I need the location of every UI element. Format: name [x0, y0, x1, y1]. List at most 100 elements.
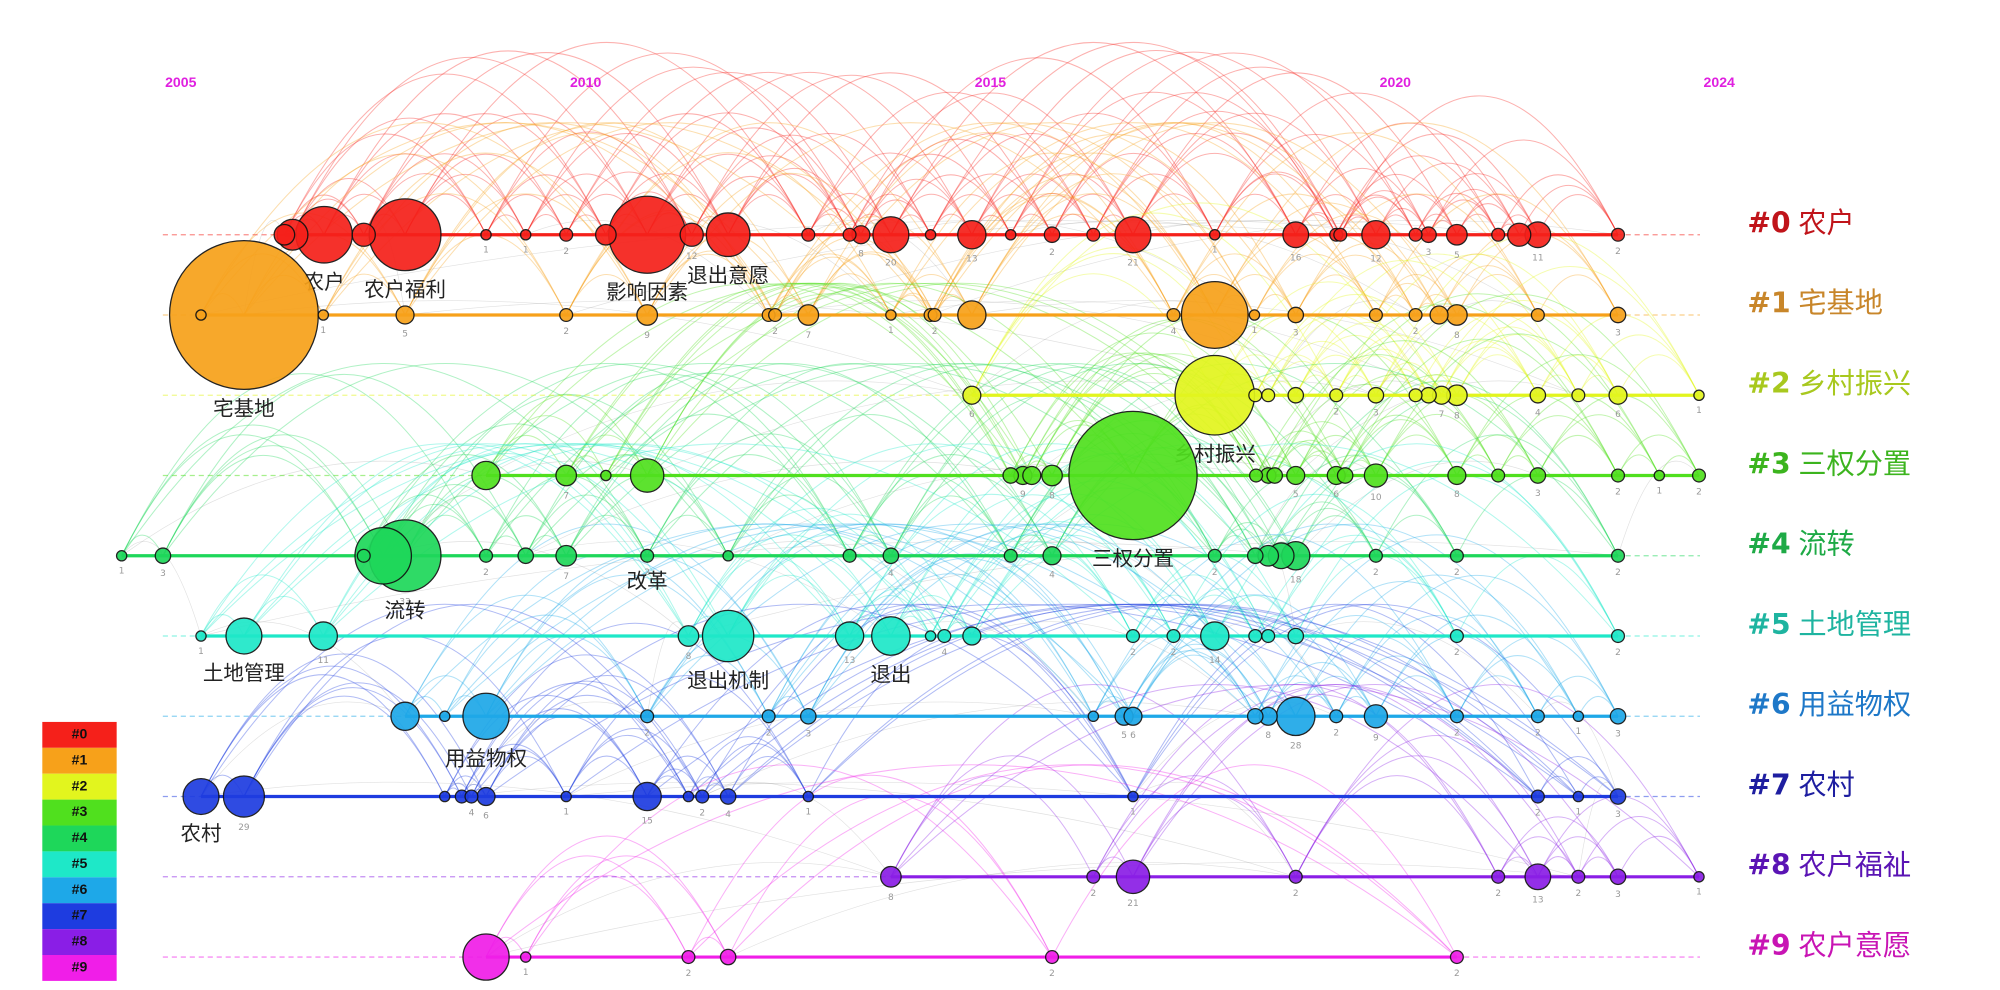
node [1608, 385, 1628, 405]
link [485, 282, 1024, 476]
node-count: 2 [1333, 407, 1339, 417]
node-count: 4 [1171, 327, 1177, 337]
link [485, 523, 1269, 717]
node [559, 307, 574, 323]
node [1610, 628, 1626, 644]
link [1123, 609, 1337, 717]
link [485, 435, 567, 476]
link [1295, 373, 1499, 476]
link [1010, 91, 1297, 235]
link [646, 755, 729, 797]
link [485, 523, 1125, 717]
link [1441, 326, 1579, 396]
link [1132, 684, 1539, 878]
node [957, 300, 987, 330]
node-count: 2 [563, 327, 569, 337]
link [1428, 199, 1499, 235]
link [646, 250, 776, 316]
node-count: 8 [1454, 411, 1460, 421]
link [1456, 203, 1520, 235]
cross-link [200, 541, 1296, 637]
node [834, 621, 865, 651]
node-label: 退出 [870, 662, 911, 686]
link [930, 194, 1012, 235]
link [525, 66, 862, 235]
link [1051, 92, 1337, 235]
node [1207, 548, 1222, 563]
cluster-name: 农户意愿 [1798, 929, 1911, 962]
link [971, 173, 1094, 235]
node-count: 6 [1333, 490, 1339, 500]
link [1617, 836, 1700, 878]
x-tick-label: 2024 [1704, 74, 1736, 90]
node-count: 4 [1049, 571, 1055, 581]
legend-swatch [42, 929, 117, 955]
node-count: 1 [198, 647, 204, 657]
link [1274, 439, 1346, 476]
node-count: 2 [1615, 648, 1621, 658]
node [1530, 709, 1545, 724]
node-count: 2 [1454, 568, 1460, 578]
link [890, 294, 932, 316]
link [1344, 338, 1619, 476]
cross-link [728, 862, 1296, 958]
link [1254, 354, 1337, 396]
link [934, 122, 1440, 316]
node-count: 9 [644, 331, 650, 341]
link [525, 194, 607, 235]
node-count: 13 [966, 255, 977, 265]
node [937, 628, 952, 644]
node [1361, 220, 1391, 250]
node [1445, 304, 1468, 326]
link [1537, 756, 1619, 797]
link [1274, 384, 1458, 476]
link [200, 653, 487, 797]
node [559, 227, 574, 242]
cross-link [200, 701, 406, 797]
node-count: 1 [805, 807, 811, 817]
link [243, 682, 472, 797]
node [962, 385, 982, 405]
link [444, 523, 1094, 717]
link [461, 622, 809, 797]
link [1132, 603, 1539, 797]
link [930, 122, 1417, 316]
link [1092, 533, 1458, 717]
node [682, 790, 695, 803]
node [308, 621, 339, 651]
node [797, 304, 820, 326]
node [1693, 389, 1705, 402]
link [444, 614, 648, 717]
link [565, 282, 1033, 476]
node-count: 3 [805, 730, 811, 740]
link [930, 193, 1174, 316]
link [727, 414, 1012, 556]
link [727, 173, 851, 235]
link [1295, 335, 1417, 396]
node [1420, 386, 1437, 404]
node-count: 2 [1049, 248, 1055, 258]
legend-swatch [42, 799, 117, 826]
link [1267, 440, 1337, 476]
node [1042, 546, 1062, 566]
link [121, 434, 365, 556]
link [200, 122, 648, 316]
link [860, 179, 973, 235]
link [1132, 603, 1619, 797]
node-count: 1 [1696, 406, 1702, 416]
node-count: 8 [1049, 492, 1055, 502]
link [1267, 581, 1539, 717]
link [1295, 322, 1442, 396]
link [807, 603, 1539, 797]
node [555, 544, 578, 567]
node [1609, 788, 1627, 805]
link [1173, 274, 1255, 316]
node [640, 548, 655, 563]
link [404, 113, 648, 235]
node [799, 707, 817, 725]
link [1375, 283, 1440, 316]
link [525, 214, 567, 235]
node-count: 20 [885, 258, 897, 268]
node [1408, 388, 1423, 403]
